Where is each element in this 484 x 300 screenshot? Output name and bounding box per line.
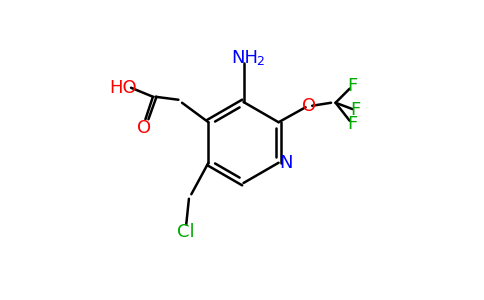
Text: O: O: [137, 118, 151, 137]
Text: NH: NH: [231, 50, 258, 68]
Text: Cl: Cl: [177, 223, 195, 241]
Text: F: F: [347, 115, 357, 133]
Text: F: F: [350, 101, 360, 119]
Text: 2: 2: [256, 55, 264, 68]
Text: HO: HO: [109, 79, 137, 97]
Text: N: N: [279, 154, 293, 172]
Text: F: F: [347, 77, 357, 95]
Text: O: O: [302, 97, 316, 115]
